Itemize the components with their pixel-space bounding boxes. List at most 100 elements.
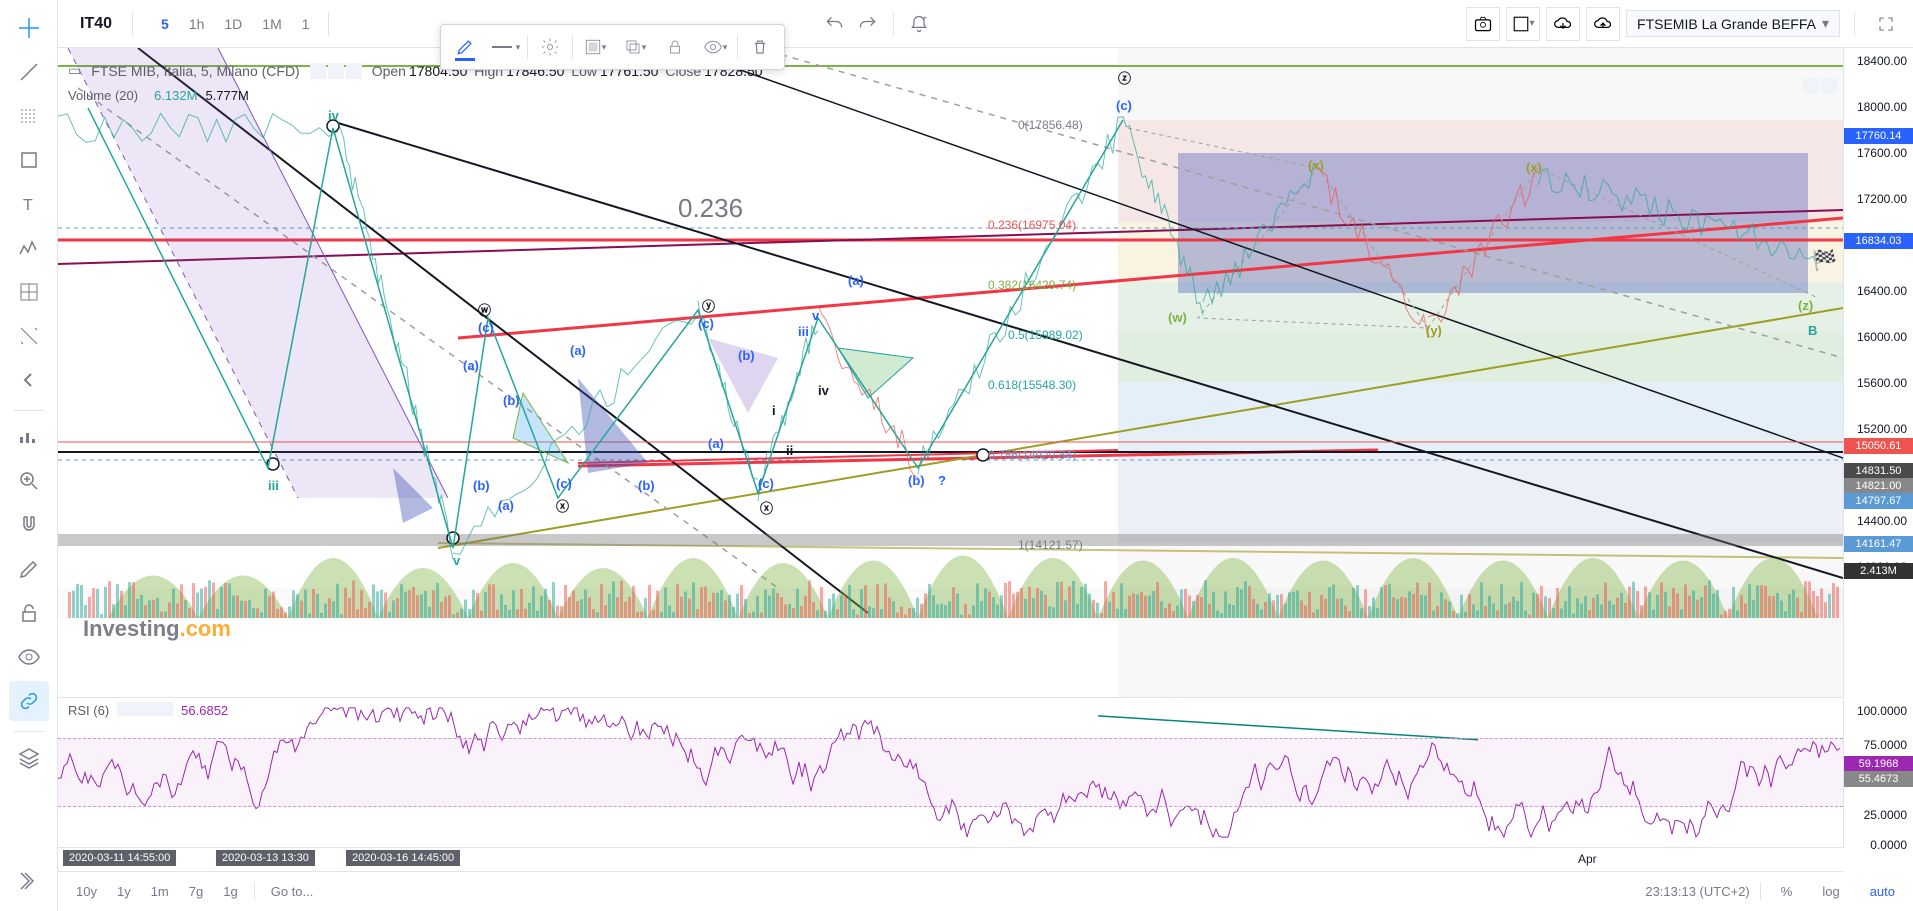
pct-button[interactable]: % (1771, 880, 1803, 903)
wave-label: v (453, 553, 460, 568)
text-tool[interactable]: T (9, 184, 49, 224)
forecast-tool[interactable] (9, 272, 49, 312)
lock-tool[interactable] (9, 593, 49, 633)
fib-text-large: 0.236 (678, 193, 743, 224)
cloud-up-button[interactable] (1586, 7, 1620, 41)
volume-legend: Volume (20) 6.132M 5.777M (68, 88, 249, 103)
settings-button[interactable] (530, 29, 570, 65)
rsi-panel[interactable]: RSI (6) 56.6852 (58, 698, 1843, 848)
magnet-tool[interactable] (9, 505, 49, 545)
wave-label: i (772, 403, 776, 418)
cloud-down-button[interactable] (1546, 7, 1580, 41)
range-1m[interactable]: 1m (141, 880, 179, 903)
goto-button[interactable]: Go to... (261, 880, 324, 903)
layers-tool[interactable] (9, 738, 49, 778)
wave-label: (a) (848, 273, 864, 288)
wave-label: (b) (503, 393, 520, 408)
symbol-name: FTSE MIB, Italia, 5, Milano (CFD) (91, 63, 299, 79)
left-tool-sidebar: T (0, 0, 58, 911)
wave-label: (a) (570, 343, 586, 358)
clone-button[interactable]: ▾ (615, 29, 655, 65)
wave-label: (a) (463, 358, 479, 373)
template-button[interactable]: ▾ (575, 29, 615, 65)
shapes-tool[interactable] (9, 140, 49, 180)
svg-text:+: + (922, 14, 927, 23)
log-button[interactable]: log (1812, 880, 1849, 903)
delete-button[interactable] (740, 29, 780, 65)
fib-level-label: 0.786(14920.84) (988, 448, 1076, 462)
fib-level-label: 1(14121.57) (1018, 538, 1083, 552)
wave-label: iii (268, 478, 279, 493)
range-1g[interactable]: 1g (213, 880, 247, 903)
wave-label: (a) (498, 498, 514, 513)
crosshair-tool[interactable] (9, 8, 49, 48)
measure-tool[interactable] (9, 316, 49, 356)
wave-label: (b) (908, 473, 925, 488)
fib-tool[interactable] (9, 96, 49, 136)
wave-label: ⓧ (760, 498, 773, 517)
expand-sidebar[interactable] (9, 861, 49, 901)
svg-text:T: T (23, 197, 33, 214)
back-tool[interactable] (9, 360, 49, 400)
trendline-tool[interactable] (9, 52, 49, 92)
line-color-button[interactable] (445, 29, 485, 65)
alert-icon[interactable]: + (902, 7, 936, 41)
undo-icon[interactable] (817, 7, 851, 41)
fib-level-label: 0.382(16429.74) (988, 278, 1076, 292)
wave-label: (y) (1426, 323, 1442, 338)
tf-1h[interactable]: 1h (179, 10, 215, 38)
tf-1m[interactable]: 1M (252, 10, 291, 38)
pattern-tool[interactable] (9, 228, 49, 268)
fullscreen-icon[interactable] (1869, 7, 1903, 41)
wave-label: (x) (1526, 160, 1542, 175)
clock: 23:13:13 (UTC+2) (1645, 884, 1749, 899)
pencil-tool[interactable] (9, 549, 49, 589)
link-tool[interactable] (9, 681, 49, 721)
legend-controls[interactable] (310, 63, 362, 79)
flag-icon: 🏁 (1812, 248, 1837, 273)
bottom-bar: 10y 1y 1m 7g 1g Go to... 23:13:13 (UTC+2… (58, 872, 1913, 910)
drawing-toolbar: ▾ ▾ ▾ ▾ (440, 24, 785, 70)
rsi-axis[interactable]: 100.000075.000050.000025.00000.000059.19… (1843, 698, 1913, 848)
range-1y[interactable]: 1y (107, 880, 141, 903)
indicators-icon[interactable] (9, 417, 49, 457)
rsi-legend: RSI (6) 56.6852 (68, 702, 228, 719)
wave-label: ⓦ (478, 300, 491, 319)
wave-label: iv (328, 108, 339, 123)
redo-icon[interactable] (851, 7, 885, 41)
rsi-controls[interactable] (117, 702, 173, 719)
top-toolbar: IT40 5 1h 1D 1M 1 + ▾ FTSEMIB La Grande … (58, 0, 1913, 48)
lock-drawing-button[interactable] (655, 29, 695, 65)
wave-label: (c) (556, 476, 572, 491)
tf-1d[interactable]: 1D (214, 10, 252, 38)
auto-button[interactable]: auto (1860, 880, 1905, 903)
fib-level-label: 0.618(15548.30) (988, 378, 1076, 392)
wave-label: (x) (1308, 158, 1324, 173)
wave-label: iv (818, 383, 829, 398)
range-7g[interactable]: 7g (179, 880, 213, 903)
wave-label: (w) (1168, 310, 1187, 325)
snapshot-button[interactable] (1466, 7, 1500, 41)
eye-tool[interactable] (9, 637, 49, 677)
tf-more[interactable]: 1 (292, 10, 320, 38)
time-axis[interactable]: 2020-03-11 14:55:002020-03-13 13:302020-… (58, 848, 1843, 872)
wave-label: (c) (698, 316, 714, 331)
visibility-button[interactable]: ▾ (695, 29, 735, 65)
layout-button[interactable]: ▾ (1506, 7, 1540, 41)
wave-label: iii (798, 324, 809, 339)
range-10y[interactable]: 10y (66, 880, 107, 903)
wave-label: (z) (1798, 298, 1813, 313)
tf-5[interactable]: 5 (151, 10, 179, 38)
wave-label: ⓨ (702, 296, 715, 315)
chart-container: ▭ FTSE MIB, Italia, 5, Milano (CFD) Open… (58, 48, 1913, 911)
wave-label: (a) (708, 436, 724, 451)
wave-label: (b) (738, 348, 755, 363)
main-chart-panel[interactable]: ▭ FTSE MIB, Italia, 5, Milano (CFD) Open… (58, 48, 1843, 698)
line-style-button[interactable]: ▾ (485, 29, 525, 65)
maximize-icon[interactable]: ▭ (68, 62, 81, 79)
idea-title[interactable]: FTSEMIB La Grande BEFFA▾ (1626, 10, 1840, 37)
symbol-selector[interactable]: IT40 (68, 9, 124, 39)
price-axis[interactable]: 18400.0018000.0017600.0017200.0016400.00… (1843, 48, 1913, 698)
wave-label: (c) (1116, 98, 1132, 113)
zoom-tool[interactable] (9, 461, 49, 501)
